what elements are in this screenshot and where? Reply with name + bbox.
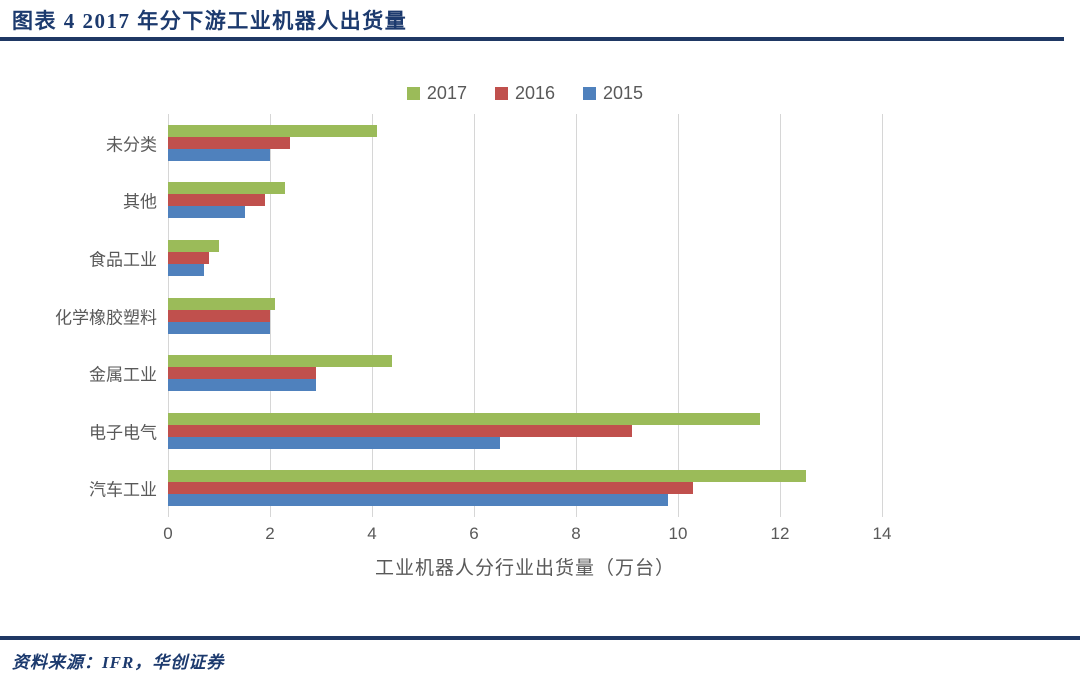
bar-2016: [168, 136, 291, 149]
x-tick-label-2: 2: [265, 524, 275, 543]
bar-group: [168, 297, 882, 334]
bar-2015: [168, 148, 270, 161]
plot-rows: 未分类其他食品工业化学橡胶塑料金属工业电子电气汽车工业: [55, 114, 882, 517]
legend-item-2017: 2017: [406, 83, 467, 104]
bottom-rule: [0, 636, 1080, 640]
bar-2015: [168, 494, 668, 507]
bar-group: [168, 239, 882, 276]
bar-2015: [168, 263, 204, 276]
legend-item-2016: 2016: [494, 83, 556, 104]
x-tick-label-10: 10: [668, 524, 688, 543]
gridline-6: [474, 114, 475, 517]
bar-group: [168, 182, 882, 219]
gridline-8: [576, 114, 577, 517]
x-tick-label-12: 12: [770, 524, 790, 543]
category-label: 金属工业: [89, 365, 157, 385]
title-rule: [0, 37, 1064, 41]
category-row: 电子电气: [89, 402, 882, 460]
category-row: 化学橡胶塑料: [55, 287, 882, 345]
bar-2017: [168, 470, 806, 483]
bar-2017: [168, 297, 276, 310]
legend-swatch-2017: [406, 87, 420, 100]
bar-2016: [168, 367, 316, 380]
gridline-14: [882, 114, 883, 517]
bar-2016: [168, 251, 209, 264]
chart-legend: 2017 2016 2015: [168, 83, 882, 104]
x-axis-title: 工业机器人分行业出货量（万台）: [374, 558, 675, 579]
x-tick-label-0: 0: [163, 524, 173, 543]
category-row: 其他: [123, 172, 882, 230]
legend-swatch-2016: [494, 87, 508, 100]
bar-group: [168, 470, 882, 507]
category-label: 电子电气: [89, 423, 157, 443]
category-row: 金属工业: [89, 344, 882, 402]
gridline-10: [678, 114, 679, 517]
category-row: 食品工业: [89, 229, 882, 287]
bar-2017: [168, 239, 219, 252]
gridline-2: [270, 114, 271, 517]
gridline-4: [372, 114, 373, 517]
bar-2016: [168, 194, 265, 207]
x-tick-label-6: 6: [469, 524, 479, 543]
bar-2016: [168, 309, 270, 322]
category-label: 其他: [123, 192, 157, 212]
figure-title: 图表 4 2017 年分下游工业机器人出货量: [12, 9, 408, 33]
x-axis-ticks: 0 2 4 6 8 10 12 14: [163, 524, 891, 546]
source-note: 资料来源：IFR，华创证券: [12, 653, 225, 672]
bar-2015: [168, 206, 245, 219]
bar-2015: [168, 379, 316, 392]
category-label: 化学橡胶塑料: [55, 308, 157, 328]
bar-chart-plot-area: 未分类其他食品工业化学橡胶塑料金属工业电子电气汽车工业: [55, 114, 883, 517]
x-tick-label-4: 4: [367, 524, 377, 543]
category-label: 食品工业: [89, 250, 157, 270]
legend-label-2017: 2017: [426, 83, 467, 103]
x-tick-label-8: 8: [571, 524, 581, 543]
bar-2015: [168, 436, 500, 449]
bar-2017: [168, 124, 378, 137]
gridline-12: [780, 114, 781, 517]
bar-2017: [168, 412, 760, 425]
bar-group: [168, 355, 882, 392]
legend-item-2015: 2015: [583, 83, 643, 104]
bar-2015: [168, 321, 270, 334]
category-label: 汽车工业: [89, 480, 157, 500]
category-row: 汽车工业: [89, 459, 882, 517]
legend-swatch-2015: [583, 87, 597, 100]
bar-2017: [168, 355, 393, 368]
bar-group: [168, 124, 882, 161]
bar-2016: [168, 424, 633, 437]
bar-2016: [168, 482, 694, 495]
category-label: 未分类: [106, 135, 157, 155]
bar-2017: [168, 182, 286, 195]
legend-label-2016: 2016: [514, 83, 556, 103]
category-row: 未分类: [106, 114, 882, 172]
bar-group: [168, 412, 882, 449]
legend-label-2015: 2015: [603, 83, 644, 103]
x-tick-label-14: 14: [872, 524, 892, 543]
